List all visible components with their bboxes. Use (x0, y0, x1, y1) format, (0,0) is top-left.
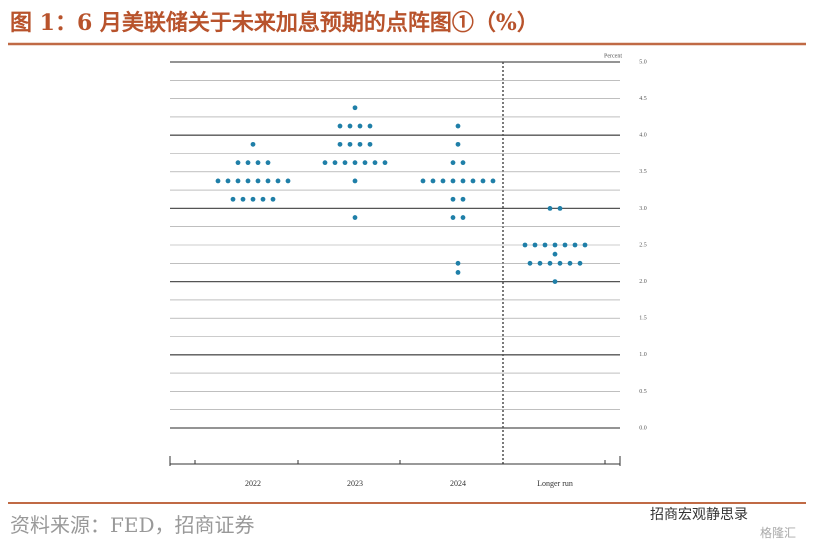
dot (430, 178, 436, 184)
dot (270, 196, 276, 202)
dot (332, 160, 338, 166)
dot (337, 141, 343, 147)
dot (255, 178, 261, 184)
dot (240, 196, 246, 202)
dot (357, 123, 363, 129)
dot (455, 123, 461, 129)
dot (440, 178, 446, 184)
dot (245, 160, 251, 166)
dot (450, 196, 456, 202)
dot (450, 178, 456, 184)
dot (460, 215, 466, 220)
dot (470, 178, 476, 184)
dot (285, 178, 291, 184)
dot (265, 178, 271, 184)
watermark: 招商宏观静思录 (650, 507, 748, 523)
dot (250, 141, 256, 147)
dot (352, 160, 358, 166)
dot (265, 160, 271, 166)
y-tick-label: 5.0 (639, 59, 647, 65)
dot (450, 215, 456, 220)
dot (352, 178, 358, 184)
dot (337, 123, 343, 129)
y-tick-label: 1.5 (639, 316, 647, 322)
dot (552, 251, 558, 257)
dot (480, 178, 486, 184)
dot (215, 178, 221, 184)
dot (490, 178, 496, 184)
dot (235, 160, 241, 166)
dot (547, 206, 553, 211)
dot (552, 279, 558, 284)
dot (460, 160, 466, 166)
y-tick-label: 3.0 (639, 206, 647, 212)
x-tick-label: Longer run (537, 479, 573, 488)
dot (460, 196, 466, 202)
dot (342, 160, 348, 166)
dot (255, 160, 261, 166)
dot (367, 141, 373, 147)
y-tick-label: 3.5 (639, 169, 647, 175)
dot (347, 123, 353, 129)
dot (367, 123, 373, 129)
watermark: 格隆汇 (760, 525, 796, 540)
dot (562, 242, 568, 248)
dot (532, 242, 538, 248)
dot (522, 242, 528, 248)
dot (362, 160, 368, 166)
dot (557, 206, 563, 211)
dot (382, 160, 388, 166)
dot (245, 178, 251, 184)
y-tick-label: 2.0 (639, 279, 647, 285)
x-tick-label: 2024 (450, 479, 466, 488)
dot (450, 160, 456, 166)
y-tick-label: 0.0 (639, 425, 647, 431)
dot (260, 196, 266, 202)
y-tick-label: 4.0 (639, 133, 647, 139)
y-tick-label: 0.5 (639, 389, 647, 395)
dot (372, 160, 378, 166)
dot (352, 215, 358, 220)
x-tick-label: 2023 (347, 479, 363, 488)
dot (572, 242, 578, 248)
dot (455, 270, 461, 275)
dot (537, 260, 543, 266)
dot (230, 196, 236, 202)
dot (582, 242, 588, 248)
chart-title: 图 1：6 月美联储关于未来加息预期的点阵图①（%） (10, 10, 539, 36)
dot (322, 160, 328, 166)
dot (225, 178, 231, 184)
dot (527, 260, 533, 266)
dot (357, 141, 363, 147)
y-tick-label: 2.5 (639, 242, 647, 248)
dot (552, 242, 558, 248)
dot (547, 260, 553, 266)
x-axis-ticks (169, 456, 621, 466)
y-tick-label: 1.0 (639, 352, 647, 358)
dot (567, 260, 573, 266)
dot (352, 105, 358, 111)
unit-label: Percent (604, 53, 622, 59)
dot (275, 178, 281, 184)
dot (542, 242, 548, 248)
dot (577, 260, 583, 266)
dot (460, 178, 466, 184)
dot (347, 141, 353, 147)
dot (235, 178, 241, 184)
dot (455, 141, 461, 147)
dot (250, 196, 256, 202)
dot (455, 260, 461, 266)
y-tick-label: 4.5 (639, 96, 647, 102)
dot (420, 178, 426, 184)
dot (557, 260, 563, 266)
source: 资料来源：FED，招商证券 (10, 513, 255, 537)
x-tick-label: 2022 (245, 479, 261, 488)
